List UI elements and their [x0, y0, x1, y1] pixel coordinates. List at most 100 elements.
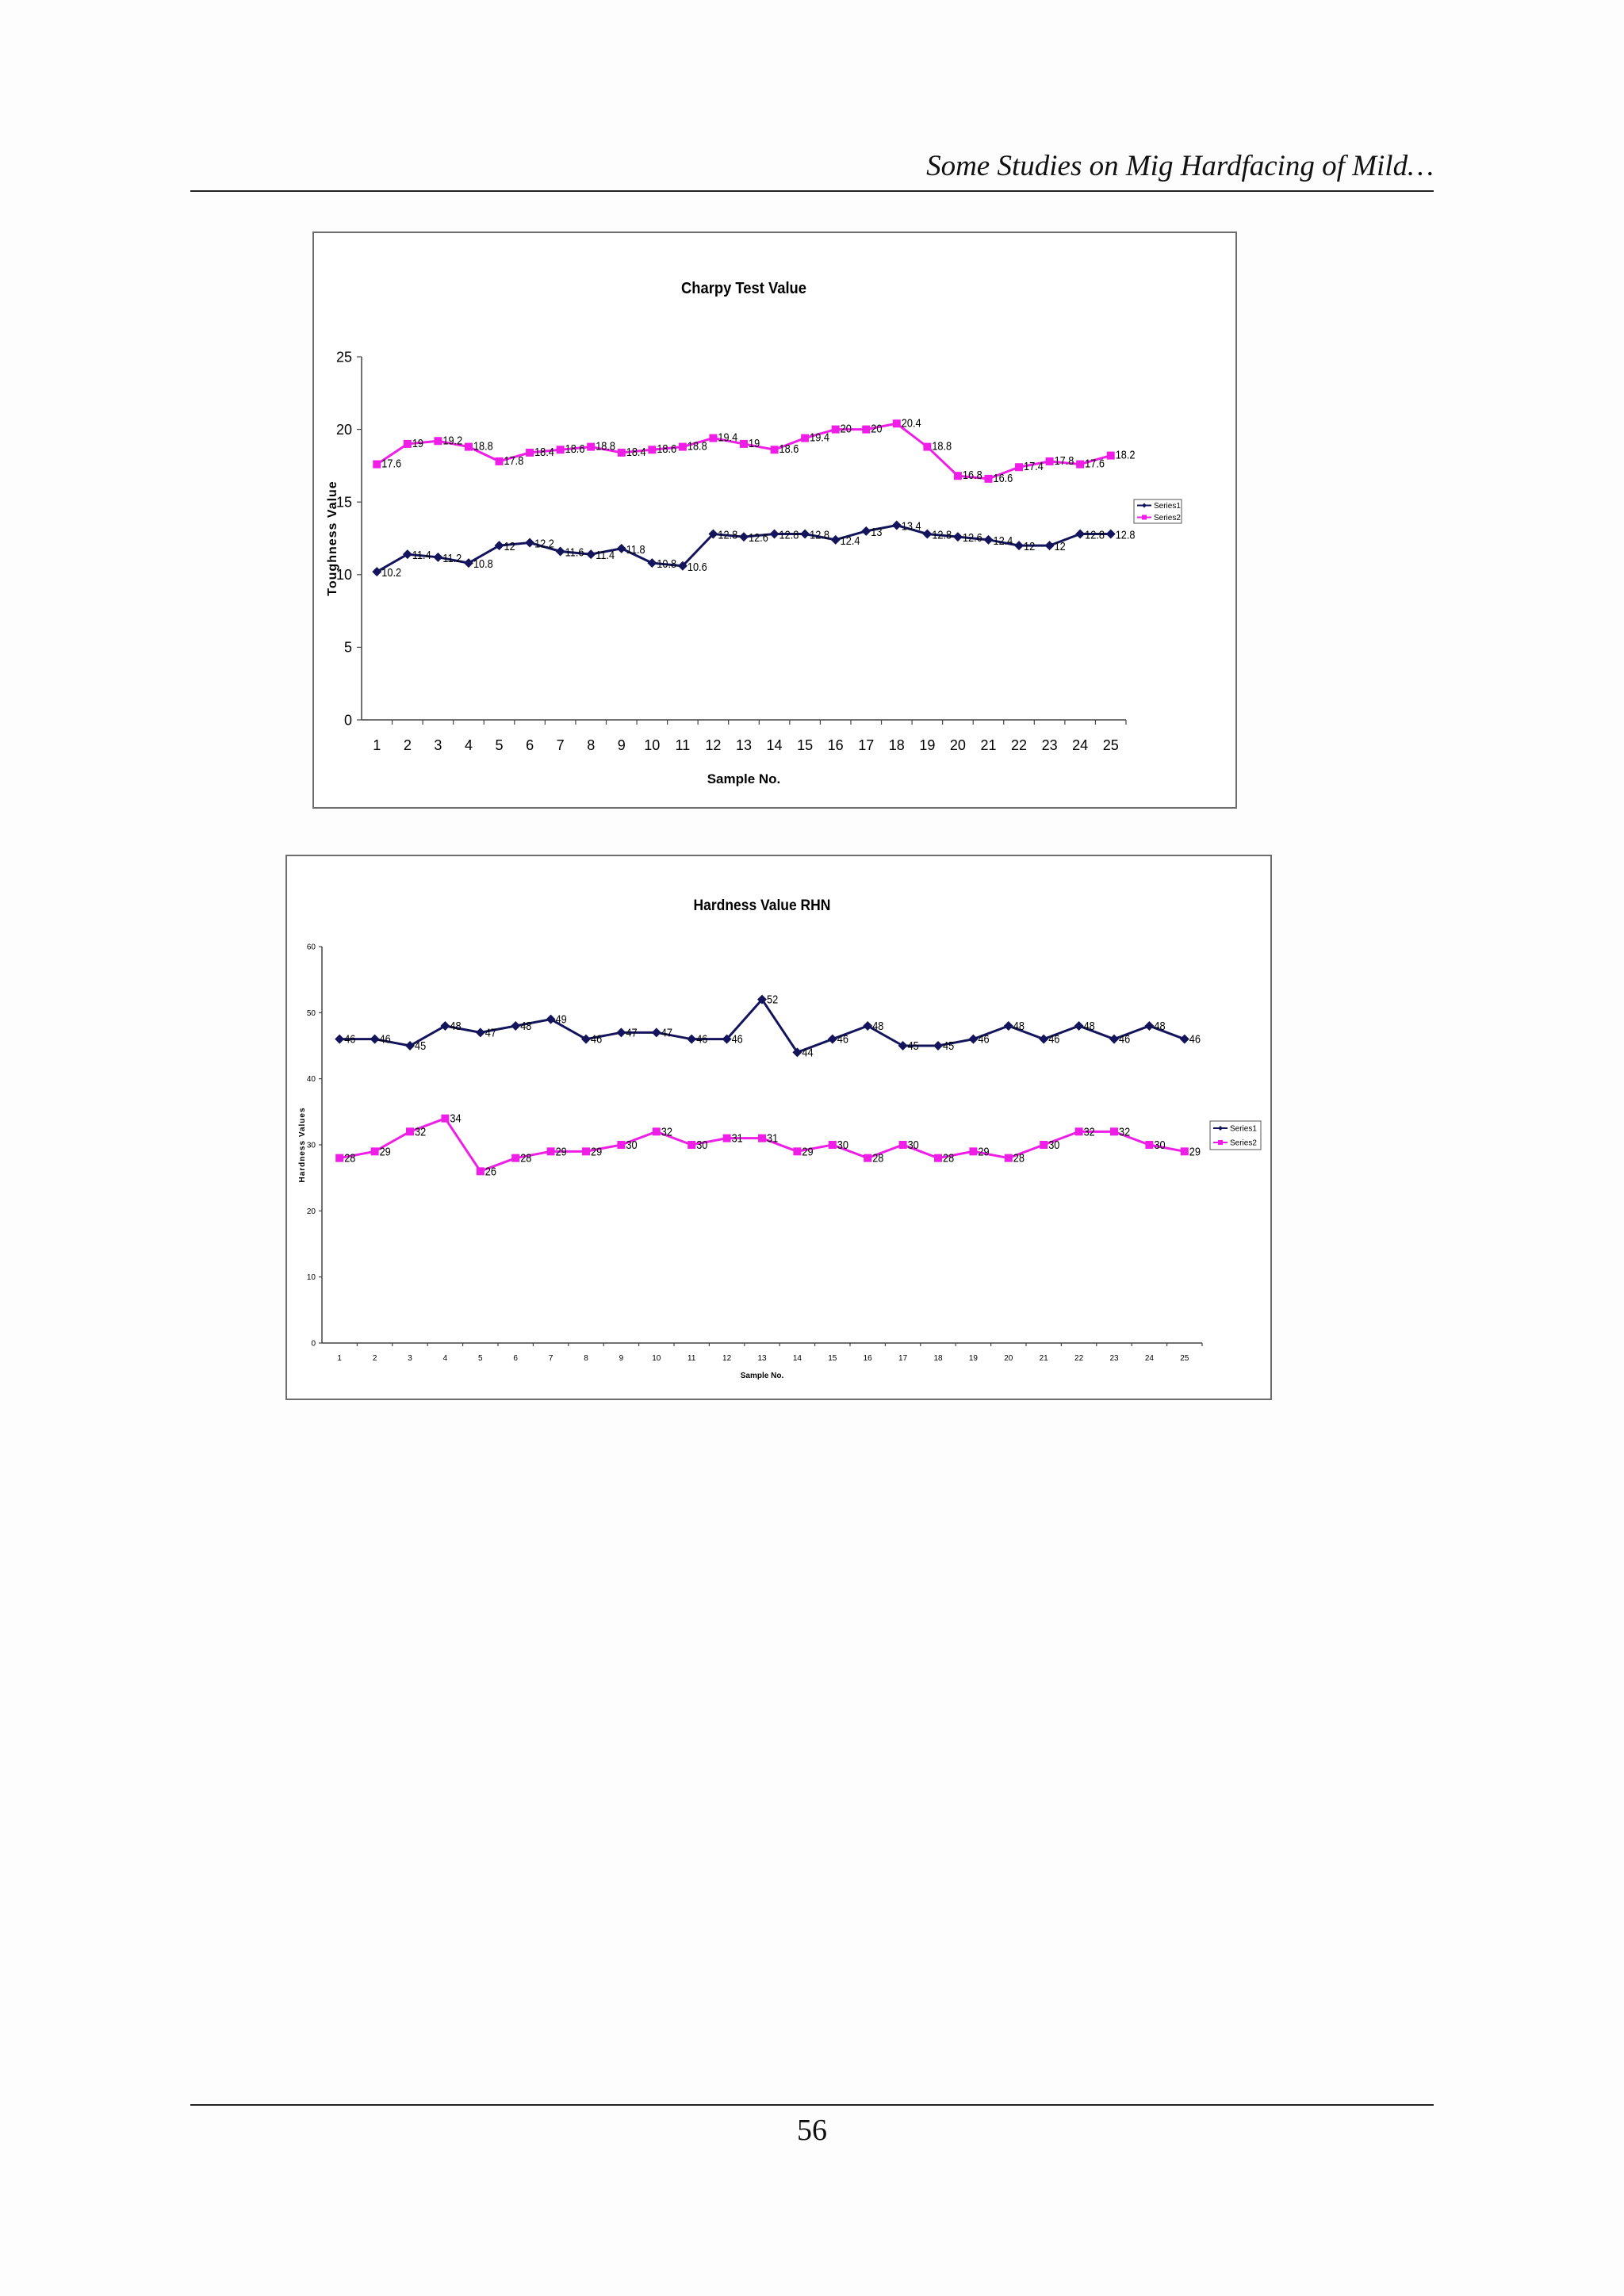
data-point: [898, 1141, 907, 1149]
data-point: [370, 1147, 379, 1156]
x-tick-label: 24: [1145, 1354, 1155, 1363]
series-2: 28 29 32 34 26 28 29 29 30 32 30 31 31 29 30 28 30 28 29 28…: [335, 1112, 1201, 1178]
data-point: [652, 1127, 661, 1136]
x-tick-label: 4: [465, 737, 473, 753]
x-tick-label: 12: [705, 737, 721, 753]
data-point: [722, 1134, 731, 1142]
data-label: 19.2: [442, 433, 462, 446]
x-tick-label: 18: [933, 1354, 943, 1363]
data-label: 12.6: [749, 530, 768, 544]
legend: Series1 Series2: [1209, 1120, 1262, 1150]
data-point: [616, 543, 626, 553]
x-tick-label: 20: [950, 737, 966, 753]
data-point: [953, 472, 962, 480]
legend-marker: [1218, 1126, 1223, 1131]
x-tick-label: 2: [373, 1354, 377, 1363]
data-label: 11.2: [442, 551, 462, 564]
data-point: [586, 549, 596, 560]
data-label: 11.4: [596, 548, 615, 561]
data-point: [1015, 463, 1024, 472]
data-label: 18.6: [565, 442, 585, 455]
data-point: [476, 1167, 485, 1176]
data-label: 17.4: [1024, 459, 1044, 473]
page-number: 56: [797, 2114, 827, 2147]
data-label: 28: [872, 1151, 883, 1165]
data-label: 52: [767, 993, 778, 1006]
data-label: 49: [556, 1012, 567, 1026]
data-point: [441, 1114, 450, 1123]
data-label: 32: [1084, 1124, 1095, 1138]
data-point: [1040, 1141, 1048, 1149]
data-label: 46: [1119, 1032, 1130, 1046]
data-point: [1105, 529, 1116, 539]
data-point: [923, 442, 932, 451]
x-tick-label: 17: [858, 737, 874, 753]
data-point: [800, 529, 810, 539]
data-label: 20: [841, 422, 852, 435]
data-point: [677, 561, 688, 571]
data-label: 32: [1119, 1124, 1130, 1138]
data-label: 11.4: [412, 548, 431, 561]
data-point: [933, 1041, 943, 1050]
x-tick-label: 10: [644, 737, 660, 753]
x-tick-label: 25: [1180, 1354, 1189, 1363]
data-point: [687, 1034, 697, 1044]
data-label: 45: [908, 1039, 919, 1052]
data-point: [1004, 1154, 1013, 1162]
data-label: 10.8: [473, 557, 493, 570]
legend-label: Series2: [1230, 1139, 1257, 1148]
x-tick-label: 1: [337, 1354, 342, 1363]
data-label: 47: [626, 1025, 637, 1039]
data-label: 28: [943, 1151, 954, 1165]
hardness-chart: Hardness Value RHN 0 10 20 30 40 50 60 1 2 3 4 5 6 7 8 9…: [285, 855, 1272, 1400]
data-label: 18.6: [657, 442, 676, 455]
x-tick-label: 3: [434, 737, 442, 753]
data-label: 47: [661, 1025, 672, 1039]
data-point: [373, 460, 381, 469]
data-point: [864, 1154, 872, 1162]
data-point: [546, 1014, 556, 1024]
x-tick-label: 23: [1042, 737, 1058, 753]
x-tick-label: 14: [767, 737, 783, 753]
series-1: 46 46 45 48 47 48 49 46 47 47 46 46 52 44 46 48 45 45 46 48…: [335, 993, 1201, 1059]
x-tick-label: 17: [898, 1354, 908, 1363]
data-label: 12: [1055, 539, 1066, 553]
data-label: 46: [732, 1032, 743, 1046]
x-tick-label: 11: [676, 737, 691, 753]
data-point: [1180, 1147, 1189, 1156]
x-tick-label: 12: [722, 1354, 732, 1363]
data-label: 28: [344, 1151, 355, 1165]
data-label: 48: [872, 1019, 883, 1032]
data-point: [758, 1134, 766, 1142]
x-tick-label: 6: [513, 1354, 518, 1363]
data-point: [546, 1147, 555, 1156]
data-label: 10.6: [688, 560, 707, 573]
data-point: [475, 1027, 485, 1038]
data-point: [511, 1021, 521, 1031]
data-label: 18.8: [688, 439, 707, 453]
data-label: 31: [767, 1131, 778, 1145]
x-tick-label: 5: [496, 737, 504, 753]
data-label: 30: [1048, 1138, 1059, 1151]
data-point: [1076, 460, 1085, 469]
x-tick-label: 10: [652, 1354, 661, 1363]
y-tick-label: 25: [336, 349, 352, 365]
data-label: 46: [837, 1032, 848, 1046]
data-label: 10.2: [381, 565, 401, 579]
legend-label: Series1: [1154, 502, 1181, 511]
data-point: [511, 1154, 520, 1162]
data-point: [582, 1147, 590, 1156]
data-point: [968, 1034, 979, 1044]
data-point: [830, 534, 841, 545]
x-tick-label: 19: [919, 737, 935, 753]
y-tick-label: 15: [336, 495, 352, 511]
data-label: 48: [450, 1019, 461, 1032]
x-tick-label: 7: [557, 737, 565, 753]
data-label: 12.8: [810, 527, 829, 541]
data-point: [1039, 1034, 1049, 1044]
data-label: 18.8: [932, 439, 952, 453]
data-point: [651, 1027, 661, 1038]
data-point: [1145, 1141, 1154, 1149]
data-point: [984, 474, 993, 483]
